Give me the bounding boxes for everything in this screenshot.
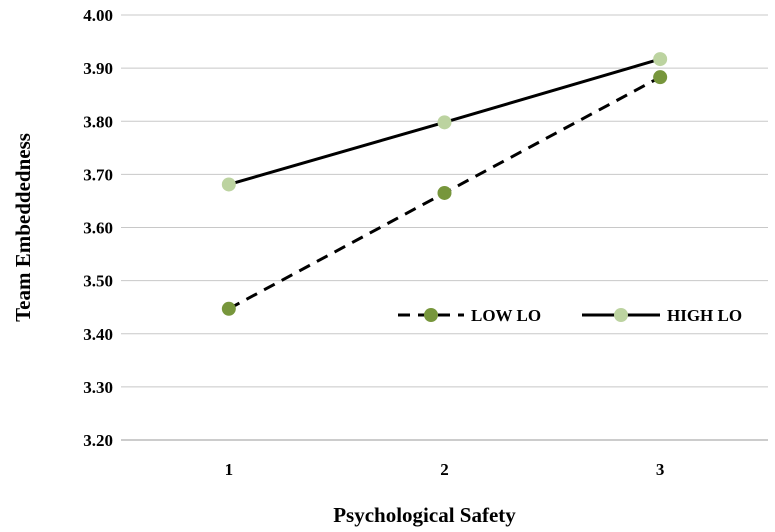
y-axis-tick-labels: 3.20 3.30 3.40 3.50 3.60 3.70 3.80 3.90 4.00 — [83, 6, 113, 450]
y-tick-label: 3.30 — [83, 378, 113, 397]
y-tick-label: 3.40 — [83, 325, 113, 344]
data-point-high-lo — [221, 177, 236, 192]
data-point-high-lo — [653, 52, 668, 67]
series-group — [221, 52, 668, 316]
y-tick-label: 3.50 — [83, 272, 113, 291]
legend: LOW LO HIGH LO — [398, 306, 742, 325]
x-tick-label: 2 — [440, 460, 449, 479]
y-tick-label: 3.60 — [83, 219, 113, 238]
y-tick-label: 3.90 — [83, 59, 113, 78]
legend-label: LOW LO — [471, 306, 541, 325]
x-axis-tick-labels: 1 2 3 — [225, 460, 665, 479]
x-tick-label: 1 — [225, 460, 234, 479]
x-tick-label: 3 — [656, 460, 665, 479]
data-point-low-lo — [653, 70, 668, 85]
legend-swatch-marker — [614, 308, 628, 322]
data-point-high-lo — [437, 115, 452, 130]
y-tick-label: 3.70 — [83, 165, 113, 184]
x-axis-title: Psychological Safety — [333, 503, 516, 527]
gridlines — [121, 14, 768, 388]
y-tick-label: 4.00 — [83, 6, 113, 25]
legend-label: HIGH LO — [667, 306, 742, 325]
data-point-low-lo — [221, 301, 236, 316]
y-tick-label: 3.80 — [83, 112, 113, 131]
legend-swatch-marker — [424, 308, 438, 322]
data-point-low-lo — [437, 185, 452, 200]
y-tick-label: 3.20 — [83, 431, 113, 450]
y-axis-title: Team Embeddedness — [11, 133, 35, 322]
